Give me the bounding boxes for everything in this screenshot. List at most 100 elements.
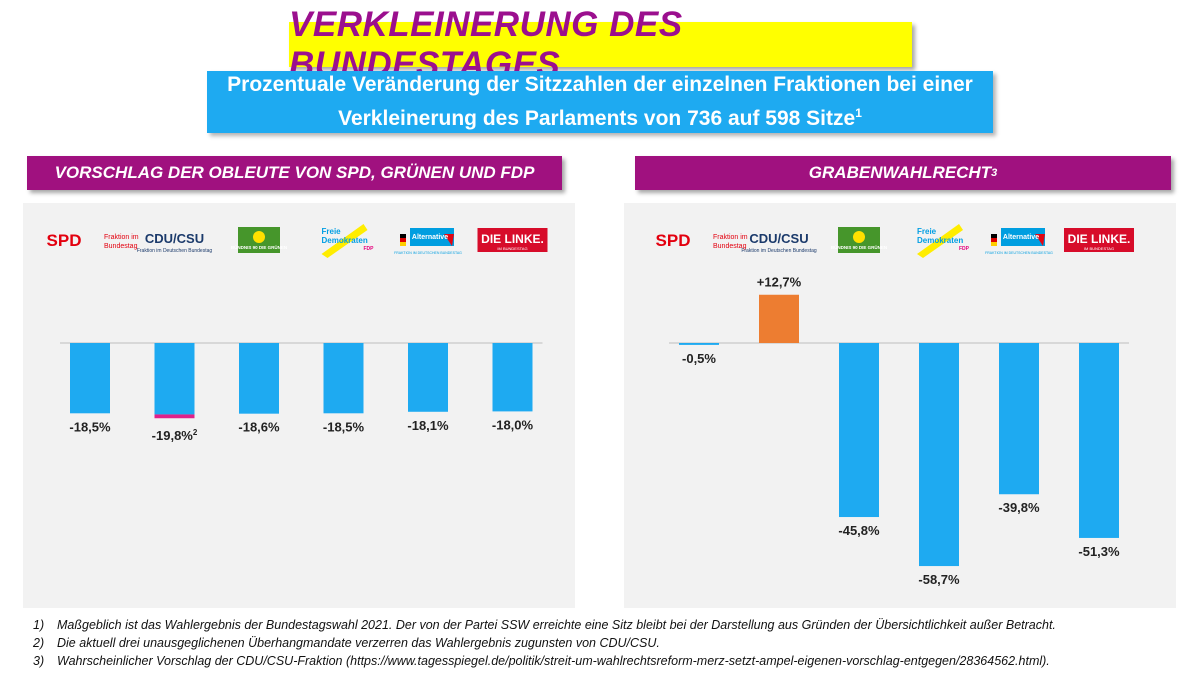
logo-cdu: CDU/CSU Fraktion im Deutschen Bundestag bbox=[137, 231, 213, 254]
data-label: -19,8%2 bbox=[152, 428, 198, 443]
data-label: -18,5% bbox=[69, 419, 111, 434]
left-chart-area bbox=[23, 203, 575, 608]
data-label: -18,5% bbox=[323, 419, 365, 434]
logo-afd-flag-red bbox=[400, 238, 406, 242]
footnote-2-num: 2) bbox=[33, 636, 45, 650]
logo-fdp-text1: Freie bbox=[322, 227, 342, 236]
footnote-3-num: 3) bbox=[33, 654, 45, 668]
logo-fdp-text2: Demokraten bbox=[917, 236, 963, 245]
logo-afd-flag-black bbox=[991, 234, 997, 238]
data-label: +12,7% bbox=[757, 275, 802, 290]
logo-afd-flag-gold bbox=[400, 242, 406, 246]
logo-spd-sub1: Fraktion im bbox=[104, 234, 139, 241]
right-panel-footnote-ref: 3 bbox=[991, 167, 998, 179]
logo-spd-sub2: Bundestag bbox=[104, 243, 138, 250]
bar-fdp bbox=[919, 343, 959, 567]
bar-overhang-cducsu bbox=[154, 414, 195, 419]
left-panel-header: VORSCHLAG DER OBLEUTE VON SPD, GRÜNEN UN… bbox=[27, 156, 562, 190]
logo-cdu-text: CDU/CSU bbox=[145, 231, 204, 246]
logo-cdu-text: CDU/CSU bbox=[749, 231, 808, 246]
bar-afd bbox=[999, 343, 1039, 495]
data-label: -18,0% bbox=[492, 417, 534, 432]
footnote-3: 3) Wahrscheinlicher Vorschlag der CDU/CSU… bbox=[33, 652, 1056, 670]
logo-spd-sub2: Bundestag bbox=[713, 243, 747, 250]
logo-linke: DIE LINKE.IM BUNDESTAG bbox=[1064, 228, 1134, 252]
logo-cdu-sub: Fraktion im Deutschen Bundestag bbox=[137, 248, 213, 254]
footnote-2-text: Die aktuell drei unausgeglichenen Überha… bbox=[57, 636, 660, 650]
logo-spd: SPD Fraktion im Bundestag bbox=[47, 231, 139, 250]
chart-left: SPD Fraktion im Bundestag -18,5% CDU/CSU Frak… bbox=[47, 224, 548, 443]
logo-afd-text: Alternative bbox=[1003, 234, 1039, 241]
right-panel-title: GRABENWAHLRECHT bbox=[808, 163, 992, 182]
subtitle-line2-wrap: Verkleinerung des Parlaments von 736 auf… bbox=[338, 99, 862, 133]
left-panel-title: VORSCHLAG DER OBLEUTE VON SPD, GRÜNEN UN… bbox=[54, 163, 535, 182]
footnote-2: 2) Die aktuell drei unausgeglichenen Über… bbox=[33, 634, 1056, 652]
footnotes: 1) Maßgeblich ist das Wahlergebnis der Bu… bbox=[33, 616, 1056, 670]
footnote-3-text: Wahrscheinlicher Vorschlag der CDU/CSU-F… bbox=[57, 654, 1050, 668]
footnote-1-num: 1) bbox=[33, 618, 45, 632]
bar-spd bbox=[70, 343, 110, 414]
bar-spd bbox=[679, 343, 719, 345]
data-label: -39,8% bbox=[998, 500, 1040, 515]
logo-fdp-text2: Demokraten bbox=[322, 236, 368, 245]
logo-gruene-sunflower bbox=[253, 231, 265, 243]
logo-afd-arrow bbox=[444, 234, 454, 246]
logo-gruene-text: BÜNDNIS 90 DIE GRÜNEN bbox=[831, 244, 887, 250]
logo-afd-text: Alternative bbox=[412, 234, 448, 241]
logo-spd-text: SPD bbox=[656, 231, 691, 250]
data-label: -18,6% bbox=[238, 420, 280, 435]
bar-afd bbox=[408, 343, 448, 412]
right-panel-header: GRABENWAHLRECHT 3 bbox=[635, 156, 1171, 190]
bar-fdp bbox=[323, 343, 364, 414]
page-title-box: VERKLEINERUNG DES BUNDESTAGES bbox=[289, 5, 912, 84]
logo-afd-arrow bbox=[1035, 234, 1045, 246]
logo-linke-box-red bbox=[1064, 228, 1134, 252]
data-label: -0,5% bbox=[682, 351, 716, 366]
logo-afd-sub: FRAKTION IM DEUTSCHEN BUNDESTAG bbox=[394, 251, 462, 255]
logo-afd-box bbox=[410, 228, 454, 246]
bar-dielinke bbox=[1079, 343, 1119, 538]
subtitle-line1: Prozentuale Veränderung der Sitzzahlen d… bbox=[227, 73, 973, 96]
chart-right: SPD Fraktion im Bundestag -0,5% CDU/CSU Frakt… bbox=[656, 224, 1134, 587]
logo-linke-box-red bbox=[477, 228, 548, 252]
logo-linke-text: DIE LINKE. bbox=[481, 232, 544, 246]
footnote-1-text: Maßgeblich ist das Wahlergebnis der Bund… bbox=[57, 618, 1056, 632]
logo-linke: DIE LINKE.IM BUNDESTAG bbox=[477, 228, 548, 252]
logo-afd-flag-red bbox=[991, 238, 997, 242]
logo-afd: Alternative FRAKTION IM DEUTSCHEN BUNDEST… bbox=[985, 228, 1053, 255]
logo-fdp-sub: FDP bbox=[959, 246, 970, 252]
bar-cducsu bbox=[154, 343, 195, 415]
data-label: -58,7% bbox=[918, 572, 960, 587]
logo-gruene-text: BÜNDNIS 90 DIE GRÜNEN bbox=[231, 244, 287, 250]
logo-cdu: CDU/CSU Fraktion im Deutschen Bundestag bbox=[741, 231, 817, 254]
logo-linke-sub: IM BUNDESTAG bbox=[1084, 246, 1114, 251]
logo-fdp-stripe bbox=[917, 224, 963, 258]
logo-spd-text: SPD bbox=[47, 231, 82, 250]
bar-cducsu bbox=[759, 294, 799, 343]
subtitle-line2: Verkleinerung des Parlaments von 736 auf… bbox=[338, 107, 856, 130]
logo-afd-sub: FRAKTION IM DEUTSCHEN BUNDESTAG bbox=[985, 251, 1053, 255]
logo-cdu-sub: Fraktion im Deutschen Bundestag bbox=[741, 248, 817, 254]
logo-fdp-sub: FDP bbox=[364, 246, 375, 252]
logo-spd-sub1: Fraktion im bbox=[713, 234, 748, 241]
logo-afd-flag-black bbox=[400, 234, 406, 238]
data-label-footnote-ref: 2 bbox=[193, 428, 198, 437]
logo-fdp-text1: Freie bbox=[917, 227, 937, 236]
logo-gruene: BÜNDNIS 90 DIE GRÜNEN bbox=[231, 227, 287, 253]
logo-spd: SPD Fraktion im Bundestag bbox=[656, 231, 748, 250]
bar-grne bbox=[839, 343, 879, 518]
logo-linke-sub: IM BUNDESTAG bbox=[497, 246, 527, 251]
logo-gruene-sunflower bbox=[853, 231, 865, 243]
logo-gruene: BÜNDNIS 90 DIE GRÜNEN bbox=[831, 227, 887, 253]
logo-afd: Alternative FRAKTION IM DEUTSCHEN BUNDEST… bbox=[394, 228, 462, 255]
data-label: -45,8% bbox=[838, 523, 880, 538]
bar-grne bbox=[239, 343, 279, 414]
logo-fdp-stripe bbox=[321, 224, 368, 258]
footnote-1: 1) Maßgeblich ist das Wahlergebnis der Bu… bbox=[33, 616, 1056, 634]
data-label: -51,3% bbox=[1078, 544, 1120, 559]
logo-afd-flag-gold bbox=[991, 242, 997, 246]
bar-dielinke bbox=[492, 343, 533, 412]
